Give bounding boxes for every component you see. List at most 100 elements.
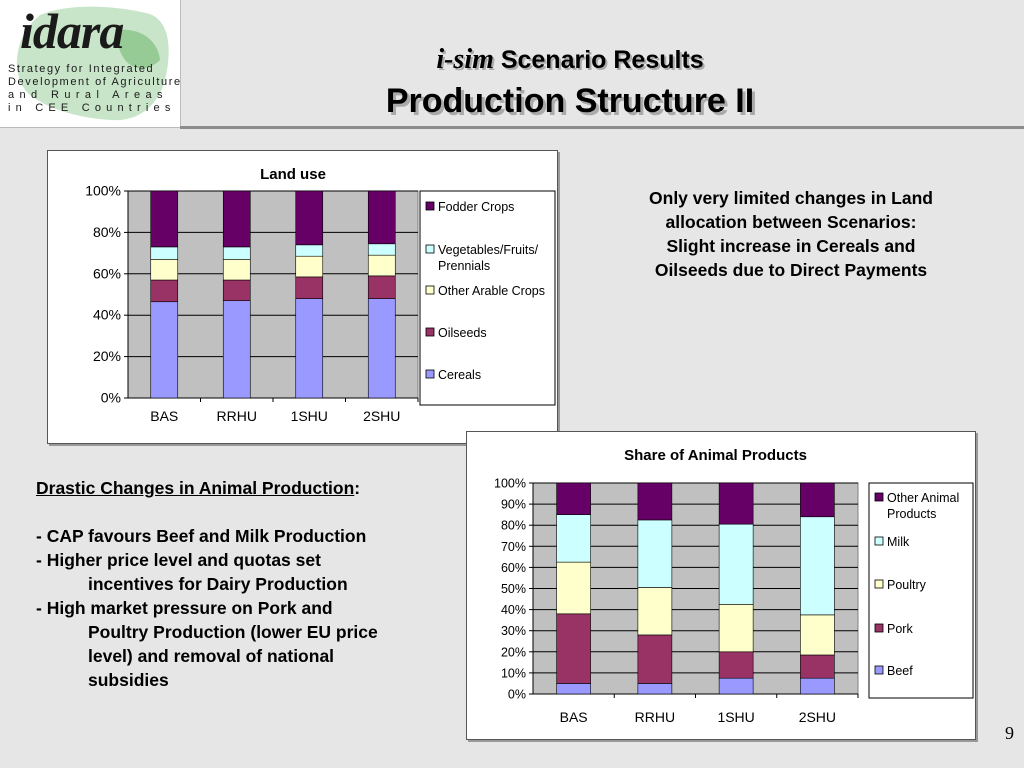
y-tick-label: 100% [494, 477, 526, 491]
y-tick-label: 20% [93, 348, 121, 364]
chart-svg: Land use 0% 20% 40% 60% 80% 100% BAS RRHU 1SHU 2SH… [85, 166, 556, 424]
bar-segment [150, 246, 179, 260]
animal-products-chart: Share of Animal Products 0% 10% 20% 30% 40% 50… [466, 431, 976, 740]
bar-segment [800, 677, 835, 695]
bar-segment [150, 301, 179, 399]
bar-segment [718, 677, 754, 695]
legend-label: Cereals [438, 368, 481, 382]
legend-swatch [874, 623, 884, 633]
y-tick-label: 40% [501, 603, 526, 617]
bar-segment [150, 279, 179, 303]
bar-segment [800, 482, 835, 518]
bar-segment [556, 561, 591, 615]
y-tick-label: 30% [501, 624, 526, 638]
legend-label: Oilseeds [438, 326, 487, 340]
legend-box [868, 482, 974, 699]
x-tick-label: RRHU [217, 408, 257, 424]
legend-label: Other Arable Crops [438, 284, 545, 298]
legend-swatch [425, 327, 435, 337]
slide-subtitle: Production Structure II [385, 82, 755, 120]
legend-swatch [874, 536, 884, 546]
note-heading: Drastic Changes in Animal Production [36, 478, 355, 498]
legend-swatch [425, 369, 435, 379]
bullet-2: - Higher price level and quotas set [36, 550, 321, 570]
y-tick-label: 70% [501, 540, 526, 554]
land-use-chart: Land use 0% 20% 40% 60% 80% 100% BAS RRHU 1SHU 2SH… [47, 150, 558, 444]
legend-swatch [874, 492, 884, 502]
bar-segment [637, 519, 673, 588]
bar-segment [295, 276, 324, 299]
europe-map-icon [16, 6, 169, 121]
bar-segment [295, 255, 324, 278]
legend-swatch [874, 665, 884, 675]
title-prefix: i-sim [436, 44, 494, 75]
slide-title: i-sim Scenario Results [300, 44, 840, 76]
bar-segment [556, 613, 591, 684]
legend-label: Fodder Crops [438, 200, 514, 214]
legend-swatch [425, 201, 435, 211]
y-tick-label: 50% [501, 582, 526, 596]
bullet-1: - CAP favours Beef and Milk Production [36, 526, 367, 546]
land-use-note: Only very limited changes in Land alloca… [649, 188, 933, 280]
legend-label: Pork [887, 622, 913, 636]
legend-label: Beef [887, 664, 913, 678]
y-tick-label: 10% [501, 666, 526, 680]
x-tick-label: 2SHU [799, 709, 836, 725]
chart-title: Land use [260, 166, 326, 183]
legend-label: Other Animal Products [887, 491, 959, 521]
bar-segment [800, 654, 835, 679]
bar-segment [367, 275, 396, 299]
bar-segment [718, 651, 754, 679]
title-divider [180, 126, 1024, 129]
bar-segment [556, 482, 591, 515]
bar-segment [295, 298, 324, 399]
y-tick-label: 0% [101, 390, 121, 406]
bar-segment [637, 482, 673, 521]
legend-swatch [425, 244, 435, 254]
bar-segment [150, 259, 179, 281]
legend-label: Vegetables/Fruits/Prennials [438, 243, 539, 273]
y-tick-label: 90% [501, 498, 526, 512]
y-tick-label: 60% [93, 265, 121, 281]
bar-segment [637, 683, 673, 695]
legend-label: Poultry [887, 578, 927, 592]
bar-segment [367, 190, 396, 245]
bar-segment [222, 259, 251, 281]
y-tick-label: 80% [501, 519, 526, 533]
chart-title: Share of Animal Products [624, 447, 807, 464]
bar-segment [556, 683, 591, 695]
page-number: 9 [1005, 723, 1014, 743]
y-tick-label: 80% [93, 224, 121, 240]
bar-segment [222, 300, 251, 399]
legend-label: Milk [887, 535, 910, 549]
bar-segment [222, 190, 251, 248]
bar-segment [637, 587, 673, 636]
idara-logo: idara Strategy for Integrated Developmen… [0, 0, 181, 128]
bar-segment [556, 514, 591, 563]
logo-wordmark: idara [20, 3, 124, 59]
bullet-3: - High market pressure on Pork and [36, 598, 333, 618]
bar-segment [367, 243, 396, 256]
y-tick-label: 20% [501, 645, 526, 659]
bar-segment [718, 482, 754, 525]
x-tick-label: 1SHU [291, 408, 328, 424]
x-tick-label: RRHU [635, 709, 675, 725]
bar-segment [222, 279, 251, 302]
legend-swatch [425, 285, 435, 295]
y-tick-label: 60% [501, 561, 526, 575]
bar-segment [718, 604, 754, 653]
logo-tagline: Strategy for Integrated Development of A… [8, 63, 181, 114]
bar-segment [367, 254, 396, 277]
bar-segment [637, 634, 673, 684]
bar-segment [800, 516, 835, 616]
animal-production-note: Drastic Changes in Animal Production: - … [36, 476, 456, 692]
legend-swatch [874, 579, 884, 589]
bar-segment [718, 523, 754, 605]
x-tick-label: BAS [150, 408, 178, 424]
bar-segment [295, 244, 324, 257]
bar-segment [295, 190, 324, 246]
x-tick-label: 1SHU [717, 709, 754, 725]
y-tick-label: 0% [508, 688, 526, 702]
x-tick-label: 2SHU [363, 408, 400, 424]
x-tick-label: BAS [560, 709, 588, 725]
